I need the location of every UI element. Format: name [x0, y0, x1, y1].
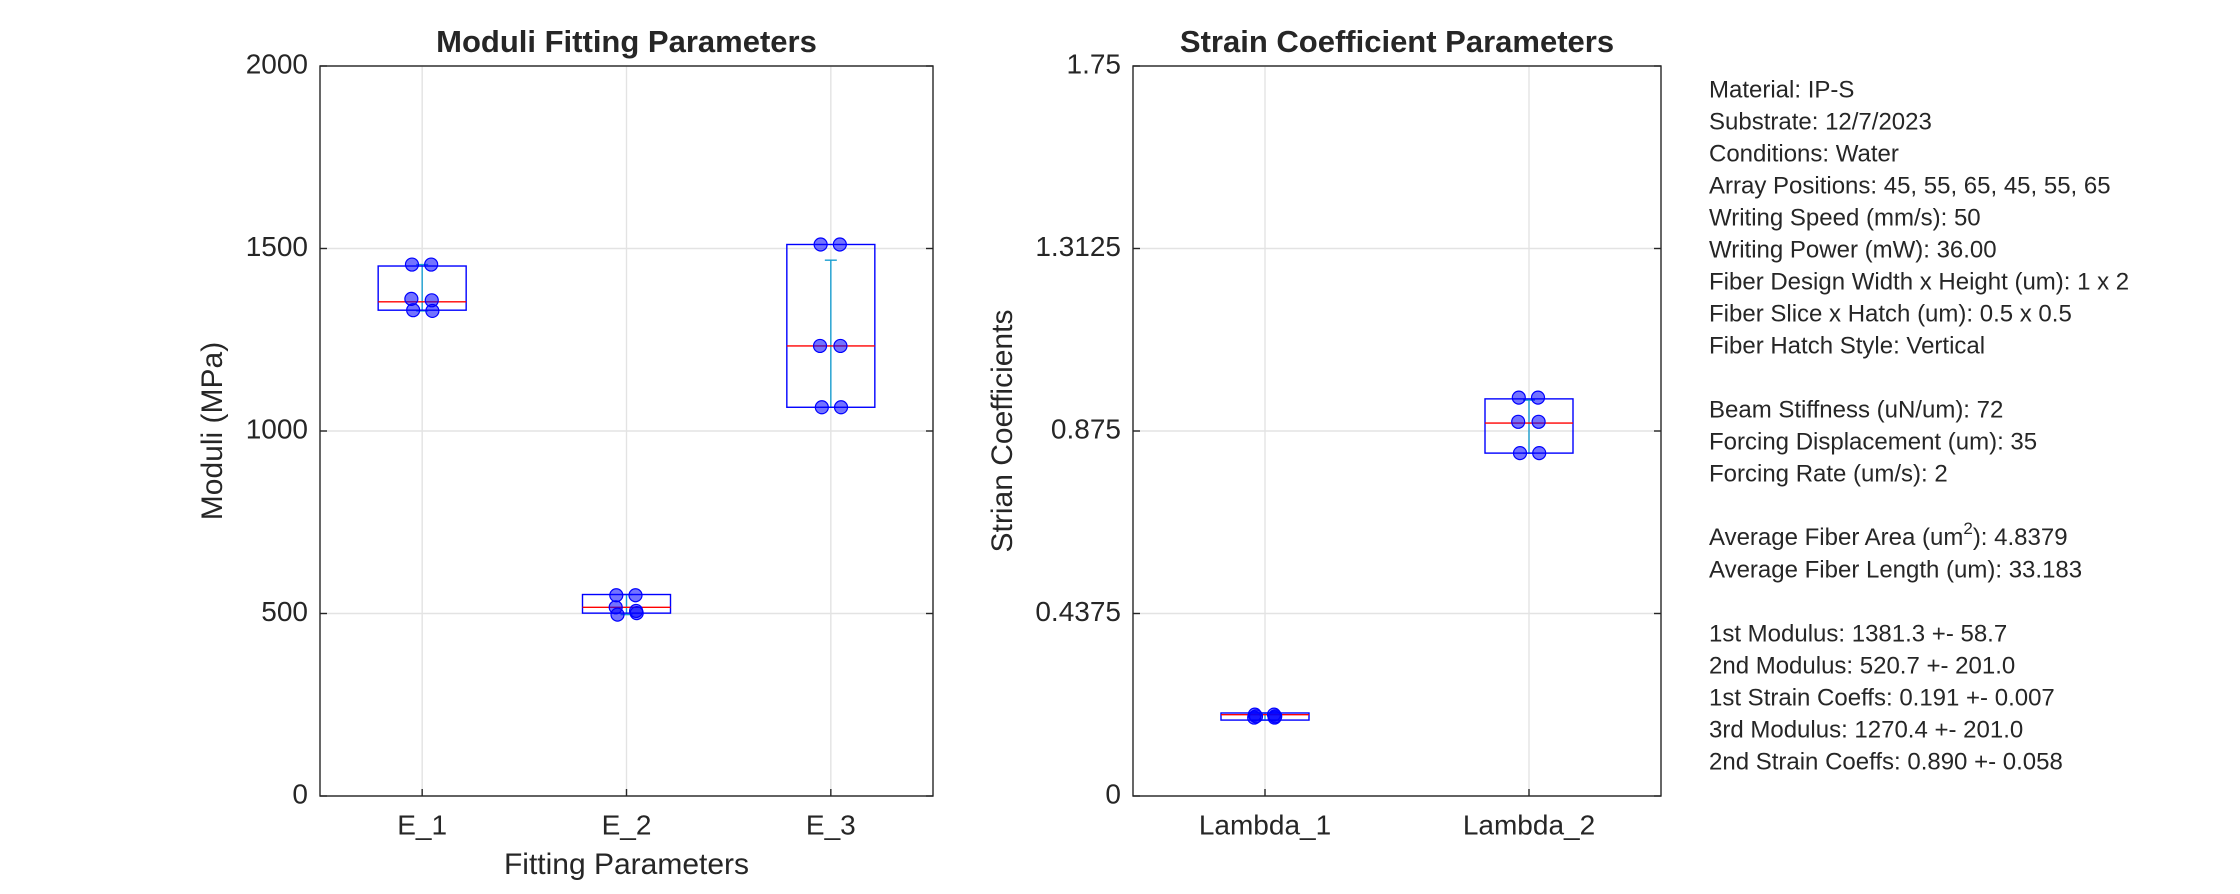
data-point: [832, 237, 847, 252]
x-tick-label: Lambda_2: [1463, 809, 1595, 840]
chart-title: Moduli Fitting Parameters: [436, 24, 817, 59]
data-point: [813, 237, 828, 252]
info-line: Writing Speed (mm/s): 50: [1709, 204, 1981, 231]
y-tick-label: 1.75: [1067, 48, 1122, 79]
data-point: [1512, 446, 1528, 461]
y-tick-label: 2000: [246, 48, 308, 79]
data-point: [814, 400, 829, 415]
info-line: Material: IP-S: [1709, 76, 1854, 103]
box: [786, 243, 876, 408]
x-tick-label: E_1: [397, 809, 447, 840]
box: [581, 593, 672, 614]
data-point: [1511, 414, 1526, 429]
data-point: [1248, 709, 1264, 724]
data-point: [1532, 446, 1547, 461]
info-line: 2nd Modulus: 520.7 +- 201.0: [1709, 652, 2015, 679]
info-line: 1st Modulus: 1381.3 +- 58.7: [1709, 620, 2007, 647]
info-line: 1st Strain Coeffs: 0.191 +- 0.007: [1709, 684, 2055, 711]
box: [1484, 398, 1574, 454]
info-line: 2nd Strain Coeffs: 0.890 +- 0.058: [1709, 748, 2063, 775]
data-point: [406, 303, 421, 318]
data-point: [610, 607, 625, 622]
y-tick-label: 0.875: [1051, 413, 1121, 444]
data-point: [629, 606, 644, 621]
info-line: Array Positions: 45, 55, 65, 45, 55, 65: [1709, 172, 2111, 199]
x-tick-label: E_3: [806, 809, 856, 840]
box: [377, 265, 467, 311]
info-line: Conditions: Water: [1709, 140, 1899, 167]
info-line: Forcing Rate (um/s): 2: [1709, 460, 1948, 487]
data-point: [833, 400, 849, 415]
info-text: Average Fiber Area (um: [1709, 524, 1963, 551]
y-axis-label: Strian Coefficients: [986, 310, 1019, 553]
data-point: [1531, 414, 1546, 429]
info-line: Fiber Design Width x Height (um): 1 x 2: [1709, 268, 2129, 295]
x-tick-label: E_2: [602, 809, 652, 840]
data-point: [1511, 390, 1526, 405]
y-tick-label: 0.4375: [1035, 596, 1121, 627]
info-line: Average Fiber Area (um2): 4.8379: [1709, 519, 2068, 551]
data-point: [609, 588, 624, 603]
x-axis-label: Fitting Parameters: [504, 848, 749, 881]
data-point: [833, 338, 848, 354]
data-point: [1530, 390, 1546, 405]
info-line: Beam Stiffness (uN/um): 72: [1709, 396, 2003, 423]
data-point: [1268, 709, 1283, 724]
box: [1220, 712, 1310, 721]
info-line: Writing Power (mW): 36.00: [1709, 236, 1997, 263]
x-tick-label: Lambda_1: [1199, 809, 1331, 840]
info-line: Substrate: 12/7/2023: [1709, 108, 1932, 135]
info-text: ): 4.8379: [1973, 524, 2068, 551]
info-line: Forcing Displacement (um): 35: [1709, 428, 2037, 455]
data-point: [812, 338, 828, 354]
y-tick-label: 1.3125: [1035, 231, 1121, 262]
info-line: Average Fiber Length (um): 33.183: [1709, 556, 2082, 583]
data-point: [404, 257, 420, 272]
y-tick-label: 1500: [246, 231, 308, 262]
info-line: Fiber Hatch Style: Vertical: [1709, 332, 1985, 359]
info-line: 3rd Modulus: 1270.4 +- 201.0: [1709, 716, 2023, 743]
y-tick-label: 1000: [246, 413, 308, 444]
data-point: [424, 257, 439, 272]
data-point: [628, 588, 643, 603]
y-tick-label: 0: [292, 778, 308, 809]
y-tick-label: 0: [1105, 778, 1121, 809]
chart-title: Strain Coefficient Parameters: [1180, 24, 1614, 59]
info-line: Fiber Slice x Hatch (um): 0.5 x 0.5: [1709, 300, 2072, 327]
y-tick-label: 500: [261, 596, 308, 627]
y-axis-label: Moduli (MPa): [196, 342, 229, 520]
data-point: [425, 303, 440, 319]
info-sup: 2: [1963, 519, 1972, 538]
